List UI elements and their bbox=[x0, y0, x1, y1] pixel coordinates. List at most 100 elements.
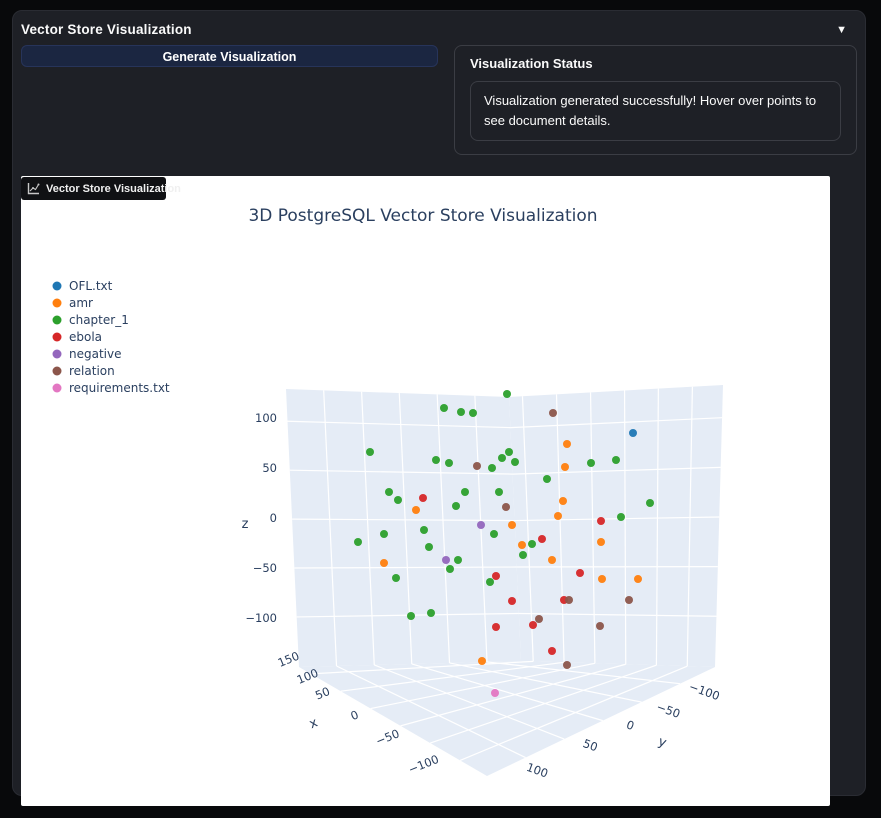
scatter-point-relation[interactable] bbox=[549, 409, 557, 418]
scatter-point-amr[interactable] bbox=[478, 657, 486, 666]
scatter-point-chapter_1[interactable] bbox=[612, 456, 620, 465]
legend-marker[interactable] bbox=[52, 281, 62, 291]
collapse-chevron-icon[interactable]: ▼ bbox=[836, 23, 847, 36]
scatter-point-chapter_1[interactable] bbox=[461, 488, 469, 497]
scatter-point-relation[interactable] bbox=[473, 462, 481, 471]
legend-label[interactable]: negative bbox=[69, 347, 121, 361]
x-tick-label: 0 bbox=[348, 708, 360, 724]
scatter-point-chapter_1[interactable] bbox=[617, 513, 625, 522]
legend-label[interactable]: amr bbox=[69, 296, 93, 310]
scatter-point-relation[interactable] bbox=[625, 596, 633, 605]
scatter-point-chapter_1[interactable] bbox=[354, 538, 362, 547]
scatter-point-ebola[interactable] bbox=[508, 597, 516, 606]
gridline bbox=[411, 663, 603, 722]
legend-marker[interactable] bbox=[52, 298, 62, 308]
scatter-point-ebola[interactable] bbox=[492, 572, 500, 581]
scatter-point-negative[interactable] bbox=[477, 521, 485, 530]
legend-marker[interactable] bbox=[52, 332, 62, 342]
scatter-point-chapter_1[interactable] bbox=[432, 456, 440, 465]
scatter-point-chapter_1[interactable] bbox=[420, 526, 428, 535]
scatter-point-chapter_1[interactable] bbox=[505, 448, 513, 457]
gridline bbox=[518, 613, 717, 618]
scatter-point-relation[interactable] bbox=[535, 615, 543, 624]
scatter-point-ebola[interactable] bbox=[538, 535, 546, 544]
gridline bbox=[512, 467, 721, 475]
scatter-point-chapter_1[interactable] bbox=[446, 565, 454, 574]
scatter-point-chapter_1[interactable] bbox=[394, 496, 402, 505]
scatter-point-chapter_1[interactable] bbox=[490, 530, 498, 539]
scatter-point-amr[interactable] bbox=[380, 559, 388, 568]
scatter-point-chapter_1[interactable] bbox=[445, 459, 453, 468]
scatter-point-requirements.txt[interactable] bbox=[491, 689, 499, 698]
scatter3d-plot[interactable]: 3D PostgreSQL Vector Store Visualization… bbox=[21, 176, 830, 806]
scatter-point-ebola[interactable] bbox=[529, 621, 537, 630]
left-wall bbox=[286, 389, 521, 668]
scatter-point-chapter_1[interactable] bbox=[495, 488, 503, 497]
scatter-point-chapter_1[interactable] bbox=[385, 488, 393, 497]
scatter-point-ebola[interactable] bbox=[492, 623, 500, 632]
scatter-point-amr[interactable] bbox=[548, 556, 556, 565]
scatter-point-ebola[interactable] bbox=[548, 647, 556, 656]
scatter-point-chapter_1[interactable] bbox=[498, 454, 506, 463]
legend-marker[interactable] bbox=[52, 349, 62, 359]
scatter-point-amr[interactable] bbox=[561, 463, 569, 472]
scatter-point-amr[interactable] bbox=[412, 506, 420, 515]
scatter-point-chapter_1[interactable] bbox=[366, 448, 374, 457]
scatter-point-amr[interactable] bbox=[634, 575, 642, 584]
scatter-point-chapter_1[interactable] bbox=[440, 404, 448, 413]
scatter-point-chapter_1[interactable] bbox=[646, 499, 654, 508]
scatter-point-chapter_1[interactable] bbox=[503, 390, 511, 399]
scatter-point-ebola[interactable] bbox=[597, 517, 605, 526]
scatter-point-relation[interactable] bbox=[502, 503, 510, 512]
legend-label[interactable]: relation bbox=[69, 364, 115, 378]
scatter-point-relation[interactable] bbox=[563, 661, 571, 670]
gridline bbox=[323, 390, 338, 667]
scatter-point-ebola[interactable] bbox=[419, 494, 427, 503]
y-tick-label: −100 bbox=[687, 680, 721, 704]
scatter-point-chapter_1[interactable] bbox=[488, 464, 496, 473]
scatter-point-chapter_1[interactable] bbox=[427, 609, 435, 618]
chart-tab-label: Vector Store Visualization bbox=[46, 182, 181, 195]
scatter-point-chapter_1[interactable] bbox=[519, 551, 527, 560]
scatter-point-chapter_1[interactable] bbox=[392, 574, 400, 583]
scatter-point-chapter_1[interactable] bbox=[452, 502, 460, 511]
scatter-point-chapter_1[interactable] bbox=[511, 458, 519, 467]
scatter-point-chapter_1[interactable] bbox=[469, 409, 477, 418]
legend-label[interactable]: requirements.txt bbox=[69, 381, 170, 395]
gridline bbox=[449, 662, 642, 703]
scatter-point-chapter_1[interactable] bbox=[380, 530, 388, 539]
scatter-point-amr[interactable] bbox=[563, 440, 571, 449]
legend-marker[interactable] bbox=[52, 315, 62, 325]
legend-label[interactable]: ebola bbox=[69, 330, 102, 344]
legend-marker[interactable] bbox=[52, 366, 62, 376]
scatter-point-chapter_1[interactable] bbox=[587, 459, 595, 468]
legend-marker[interactable] bbox=[52, 383, 62, 393]
scatter-point-OFL.txt[interactable] bbox=[629, 429, 637, 438]
scatter-point-amr[interactable] bbox=[559, 497, 567, 506]
scatter-point-negative[interactable] bbox=[442, 556, 450, 565]
scatter-point-relation[interactable] bbox=[565, 596, 573, 605]
scatter-point-amr[interactable] bbox=[518, 541, 526, 550]
scatter-point-amr[interactable] bbox=[597, 538, 605, 547]
expander-header[interactable]: Vector Store Visualization ▼ bbox=[13, 11, 865, 45]
main-container: Vector Store Visualization ▼ Generate Vi… bbox=[12, 10, 866, 807]
scatter-point-relation[interactable] bbox=[596, 622, 604, 631]
scatter-point-chapter_1[interactable] bbox=[543, 475, 551, 484]
scatter-point-chapter_1[interactable] bbox=[425, 543, 433, 552]
scatter-point-chapter_1[interactable] bbox=[486, 578, 494, 587]
legend-label[interactable]: OFL.txt bbox=[69, 279, 113, 293]
plot-title: 3D PostgreSQL Vector Store Visualization bbox=[248, 206, 597, 226]
scatter-point-amr[interactable] bbox=[598, 575, 606, 584]
scatter-point-chapter_1[interactable] bbox=[528, 540, 536, 549]
y-axis-title: y bbox=[656, 735, 669, 752]
x-tick-label: 50 bbox=[313, 684, 332, 702]
chart-tab[interactable]: Vector Store Visualization bbox=[21, 177, 181, 201]
scatter-point-ebola[interactable] bbox=[576, 569, 584, 578]
generate-visualization-button[interactable]: Generate Visualization bbox=[21, 45, 438, 67]
scatter-point-chapter_1[interactable] bbox=[407, 612, 415, 621]
scatter-point-chapter_1[interactable] bbox=[457, 408, 465, 417]
legend-label[interactable]: chapter_1 bbox=[69, 313, 129, 327]
scatter-point-amr[interactable] bbox=[554, 512, 562, 521]
scatter-point-chapter_1[interactable] bbox=[454, 556, 462, 565]
scatter-point-amr[interactable] bbox=[508, 521, 516, 530]
